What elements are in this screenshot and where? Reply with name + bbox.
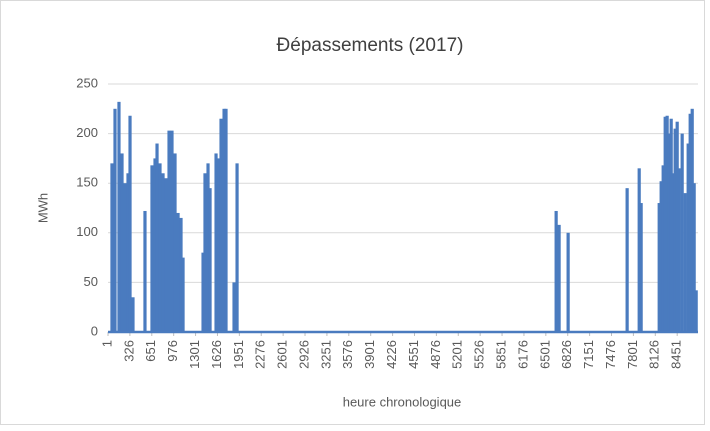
y-tick-label: 200: [76, 125, 98, 140]
x-tick-label: 2601: [275, 340, 290, 369]
bar: [224, 108, 228, 332]
y-tick-label: 50: [84, 274, 98, 289]
bar: [214, 153, 218, 332]
bar: [181, 257, 185, 332]
x-tick-label: 5201: [450, 340, 465, 369]
x-tick-label: 3251: [318, 340, 333, 369]
bar: [126, 173, 130, 332]
x-tick-label: 7151: [581, 340, 596, 369]
bar: [637, 168, 641, 332]
bar: [557, 224, 561, 332]
bar: [158, 163, 162, 332]
x-tick-label: 5851: [493, 340, 508, 369]
x-tick-label: 8126: [647, 340, 662, 369]
bar: [110, 163, 114, 332]
bar: [639, 203, 643, 332]
bar: [688, 113, 692, 332]
bar: [150, 165, 154, 332]
bar: [201, 252, 205, 332]
bar: [671, 173, 675, 332]
x-tick-label: 3901: [362, 340, 377, 369]
bar: [677, 168, 681, 332]
x-tick-label: 1: [99, 340, 114, 347]
x-tick-label: 976: [165, 340, 180, 362]
bar: [566, 232, 570, 332]
x-tick-label: 6826: [559, 340, 574, 369]
bar: [694, 290, 698, 332]
bar: [232, 282, 236, 332]
bar: [164, 178, 168, 332]
bar: [625, 188, 629, 332]
bar: [680, 133, 684, 332]
y-tick-label: 100: [76, 224, 98, 239]
x-tick-label: 6176: [515, 340, 530, 369]
bar: [120, 153, 124, 332]
bar: [143, 210, 147, 332]
bar: [667, 133, 671, 332]
bar: [167, 130, 171, 332]
x-tick-label: 7801: [625, 340, 640, 369]
bar: [176, 212, 180, 332]
y-tick-label: 250: [76, 75, 98, 90]
x-tick-label: 8451: [669, 340, 684, 369]
bar: [659, 181, 663, 332]
bar: [690, 108, 694, 332]
bar: [686, 143, 690, 332]
bar: [235, 163, 239, 332]
bar: [128, 115, 132, 332]
x-tick-label: 6501: [537, 340, 552, 369]
bar: [217, 158, 221, 332]
bar: [131, 297, 135, 332]
bar: [155, 143, 159, 332]
bar: [554, 210, 558, 332]
bar: [692, 183, 696, 332]
bar: [669, 118, 673, 332]
bar: [675, 121, 679, 332]
bar: [222, 108, 226, 332]
bar: [173, 153, 177, 332]
bar: [203, 173, 207, 332]
bar: [208, 188, 212, 332]
x-tick-label: 5526: [472, 340, 487, 369]
bar: [206, 163, 210, 332]
x-tick-label: 1301: [187, 340, 202, 369]
x-tick-label: 1951: [231, 340, 246, 369]
x-tick-label: 4551: [406, 340, 421, 369]
x-tick-label: 3576: [340, 340, 355, 369]
bar: [673, 128, 677, 332]
bar: [661, 165, 665, 332]
bar: [219, 118, 223, 332]
bar: [179, 217, 183, 332]
bar: [153, 158, 157, 332]
bar: [665, 115, 669, 332]
y-axis-label: MWh: [35, 193, 50, 223]
x-tick-label: 2926: [296, 340, 311, 369]
bar: [663, 116, 667, 333]
x-tick-label: 2276: [253, 340, 268, 369]
bar: [657, 203, 661, 332]
bar: [113, 108, 117, 332]
bar: [683, 193, 687, 332]
x-tick-label: 7476: [603, 340, 618, 369]
bar: [117, 101, 121, 332]
chart-title: Đépassements (2017): [277, 35, 464, 56]
bar: [123, 183, 127, 332]
y-tick-label: 150: [76, 175, 98, 190]
x-tick-label: 4226: [384, 340, 399, 369]
x-tick-label: 651: [143, 340, 158, 362]
bar: [170, 130, 174, 332]
x-tick-label: 326: [121, 340, 136, 362]
x-axis-label: heure chronologique: [343, 394, 462, 409]
x-tick-label: 1626: [209, 340, 224, 369]
y-tick-label: 0: [91, 323, 98, 338]
bar: [161, 173, 165, 332]
x-tick-label: 4876: [428, 340, 443, 369]
